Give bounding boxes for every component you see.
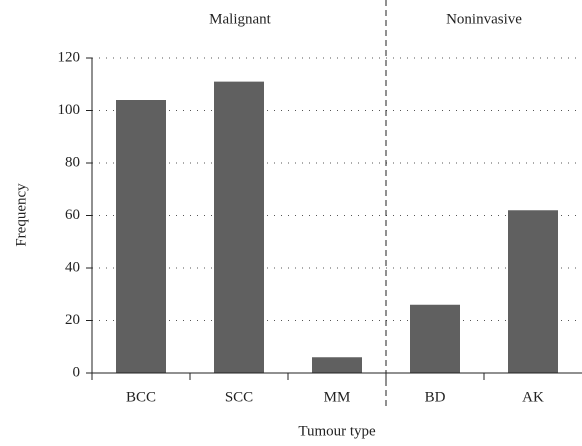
y-tick-label: 80	[65, 154, 80, 170]
x-tick-label: BCC	[126, 389, 156, 405]
y-axis-label: Frequency	[13, 183, 29, 247]
x-tick-label: MM	[324, 389, 351, 405]
y-tick-label: 120	[58, 49, 81, 65]
y-tick-label: 0	[73, 364, 81, 380]
bar	[508, 210, 558, 373]
bar	[312, 357, 362, 373]
x-tick-label: AK	[522, 389, 544, 405]
y-tick-label: 60	[65, 207, 80, 223]
bar	[214, 81, 264, 373]
x-tick-label: SCC	[225, 389, 253, 405]
x-tick-label: BD	[425, 389, 446, 405]
x-axis-label: Tumour type	[298, 423, 376, 439]
group-label: Noninvasive	[446, 11, 522, 27]
bar	[410, 304, 460, 373]
y-tick-label: 20	[65, 312, 80, 328]
group-label: Malignant	[209, 11, 271, 27]
y-tick-label: 100	[58, 102, 81, 118]
bar	[116, 100, 166, 373]
y-tick-label: 40	[65, 259, 80, 275]
